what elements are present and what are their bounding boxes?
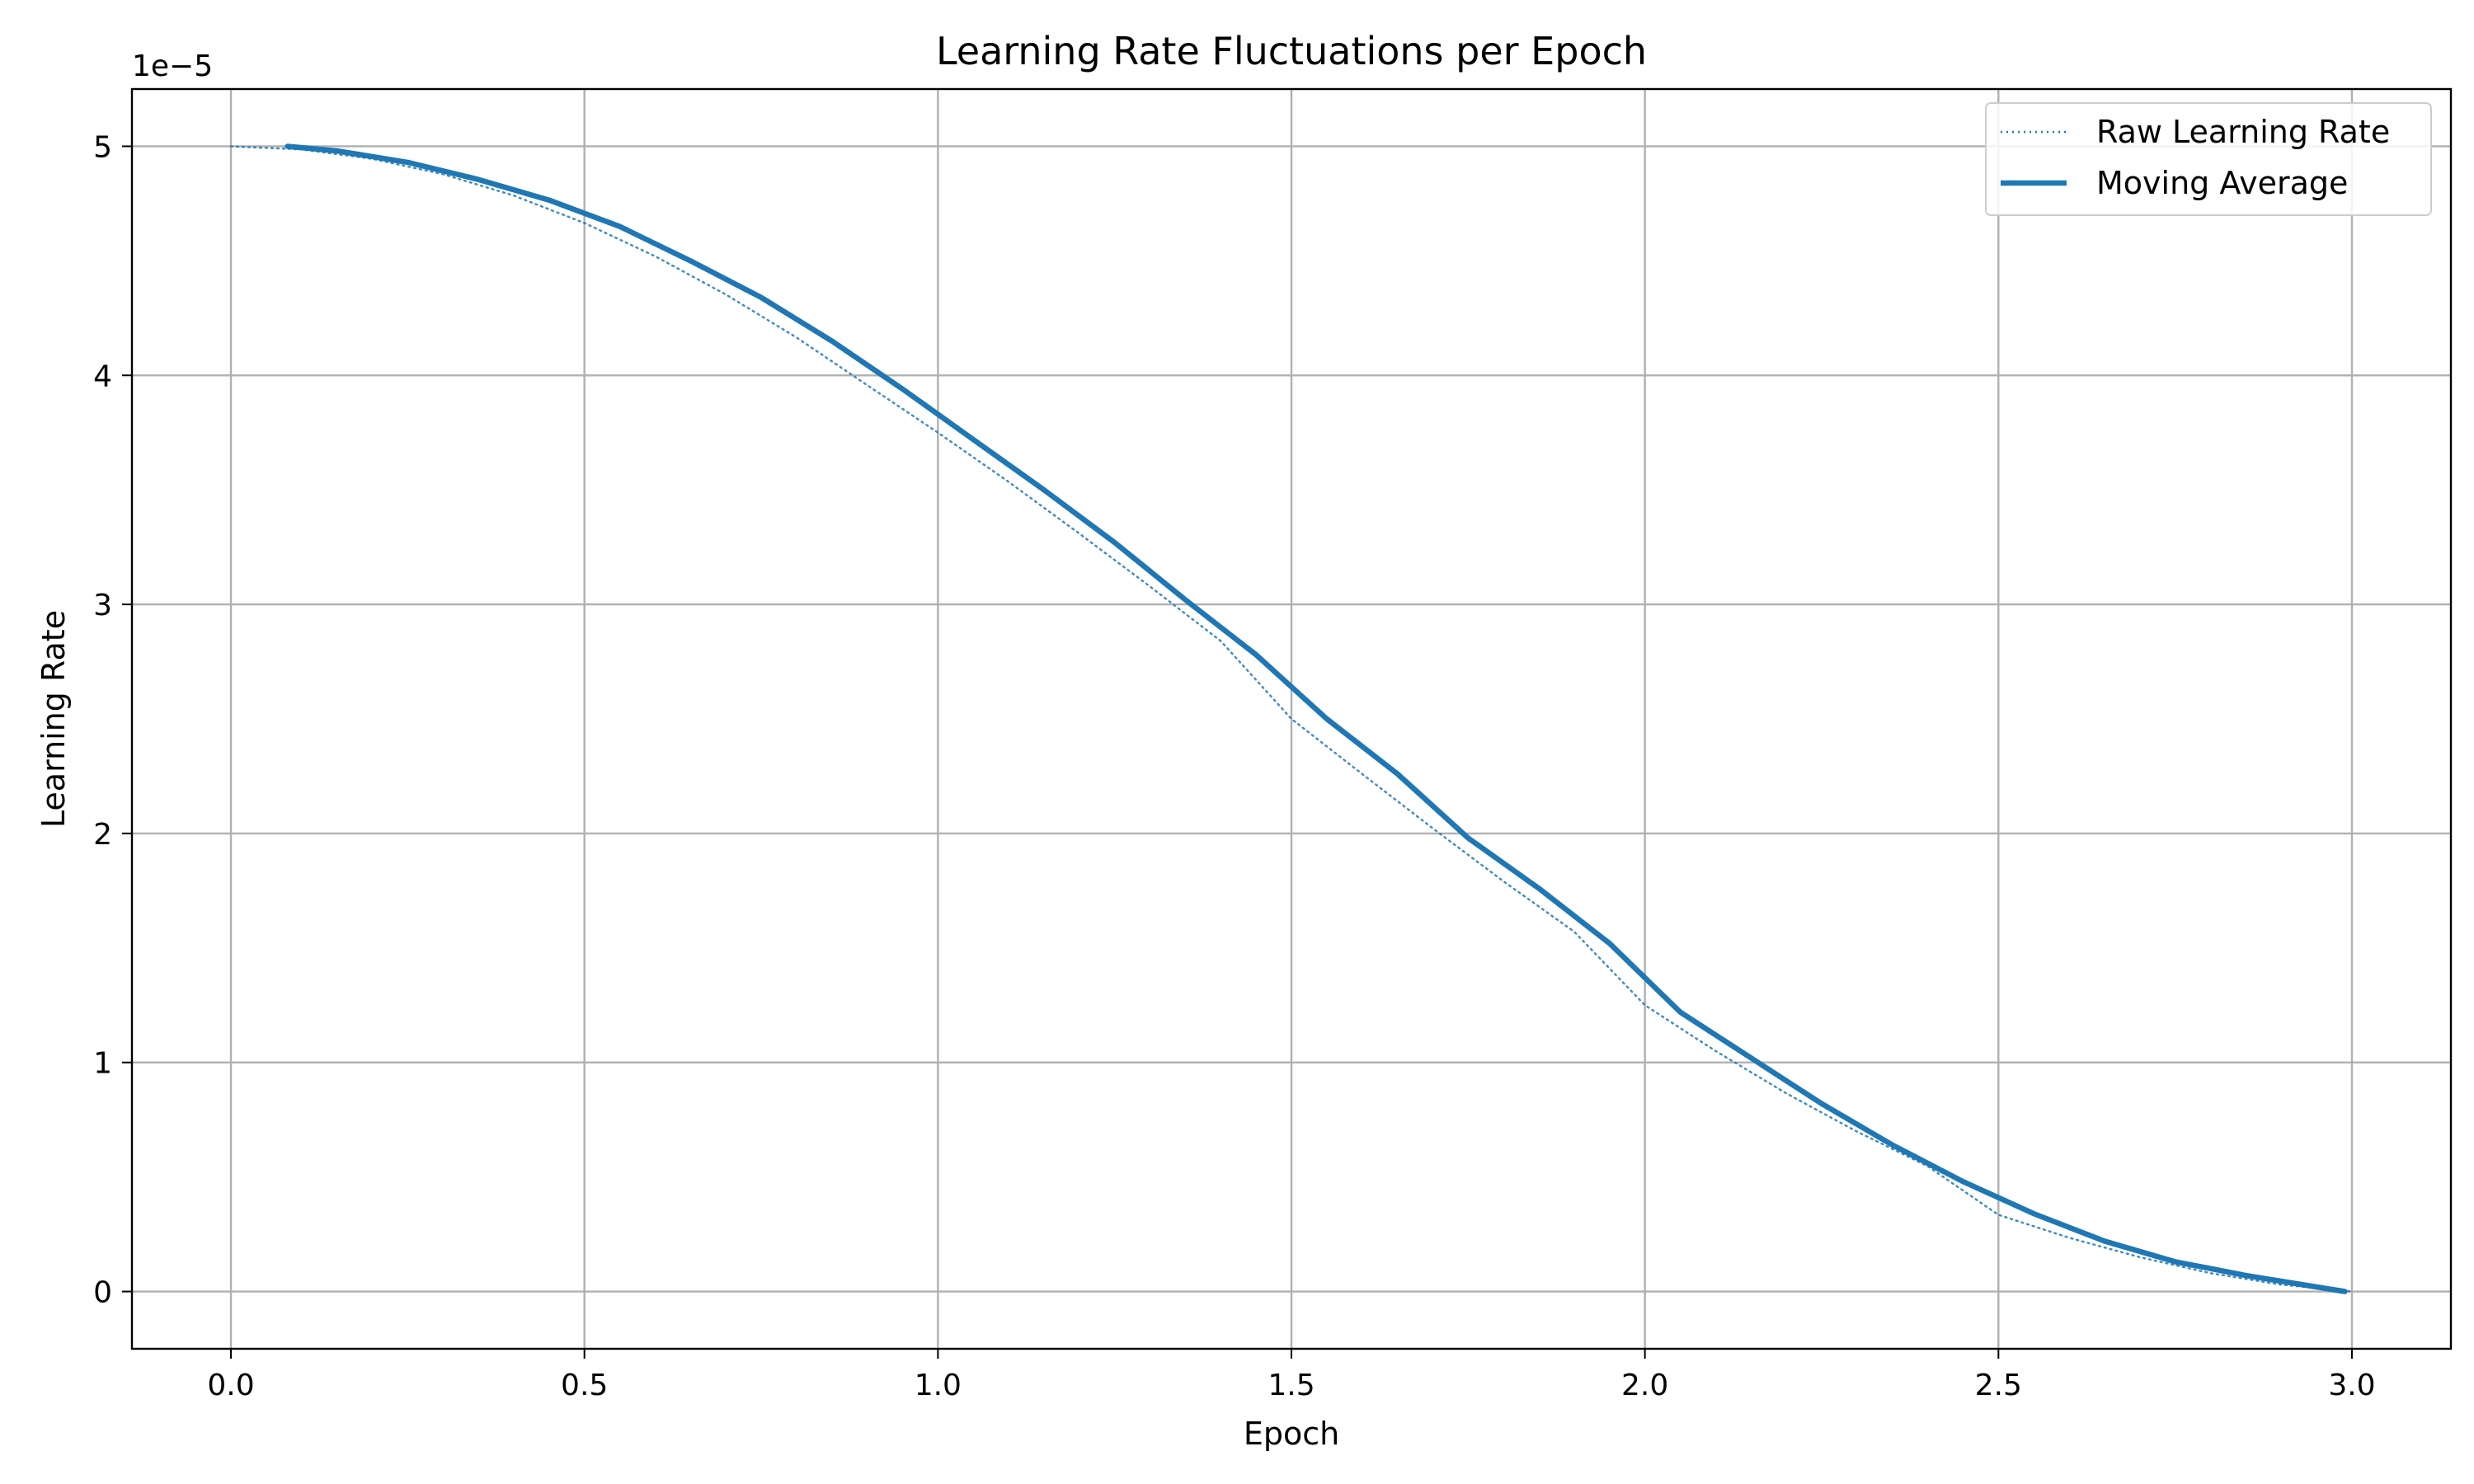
x-tick-label: 3.0 — [2328, 1369, 2375, 1402]
y-tick-label: 2 — [93, 818, 112, 852]
x-tick-label: 1.0 — [915, 1369, 962, 1402]
series-line-moving-average — [285, 143, 2348, 1294]
chart-title: Learning Rate Fluctuations per Epoch — [936, 29, 1647, 73]
y-axis-title: Learning Rate — [35, 610, 72, 828]
y-tick-label: 5 — [93, 130, 112, 164]
x-tick-label: 0.0 — [207, 1369, 254, 1402]
y-tick-label: 0 — [93, 1276, 112, 1310]
series-line-raw-learning-rate — [229, 145, 2354, 1293]
y-axis-offset-label: 1e−5 — [132, 49, 213, 83]
x-tick-label: 1.5 — [1268, 1369, 1315, 1402]
x-tick-label: 2.0 — [1621, 1369, 1668, 1402]
legend-label-raw-learning-rate: Raw Learning Rate — [2096, 114, 2390, 150]
y-tick-label: 3 — [93, 589, 112, 622]
legend-label-moving-average: Moving Average — [2096, 165, 2348, 201]
x-axis-title: Epoch — [1244, 1416, 1339, 1452]
y-tick-label: 4 — [93, 359, 112, 393]
y-axis-ticks: 0 1 2 3 4 5 — [93, 130, 132, 1310]
x-tick-label: 0.5 — [561, 1369, 608, 1402]
x-tick-label: 2.5 — [1975, 1369, 2022, 1402]
series-group — [229, 143, 2354, 1294]
legend-box — [1985, 102, 2432, 216]
x-axis-ticks: 0.0 0.5 1.0 1.5 2.0 2.5 3.0 — [207, 1349, 2376, 1402]
y-tick-label: 1 — [93, 1047, 112, 1081]
legend: Raw Learning Rate Moving Average — [1985, 102, 2432, 216]
